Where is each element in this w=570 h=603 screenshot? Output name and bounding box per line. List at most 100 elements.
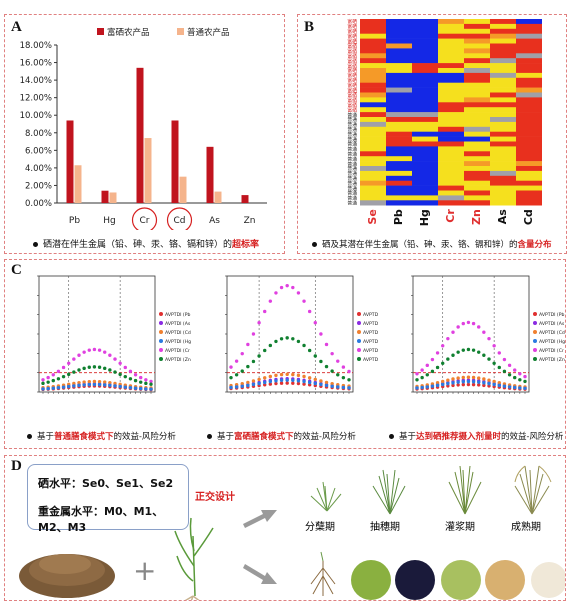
heatmap-cell (412, 200, 438, 206)
bar (179, 176, 187, 203)
data-point (313, 377, 317, 382)
data-point (497, 351, 501, 355)
heatmap-cell (464, 77, 490, 83)
legend-marker (533, 339, 537, 343)
heatmap-cell (516, 161, 542, 167)
legend-label: AVPTD (363, 339, 379, 345)
panel-d-label: D (11, 458, 22, 474)
data-point (291, 337, 295, 341)
data-point (229, 385, 233, 390)
heatmap-cell (386, 190, 412, 196)
data-point (144, 387, 148, 391)
heatmap-cell (516, 112, 542, 118)
heatmap-cell (412, 195, 438, 201)
data-point (92, 365, 97, 369)
data-point (471, 321, 476, 326)
heatmap-cell (360, 107, 386, 113)
heatmap-cell (360, 48, 386, 54)
heatmap-cell (516, 156, 542, 162)
row-label: 富硒 (347, 97, 357, 104)
legend-label: AVPTD (363, 348, 379, 354)
data-point (435, 351, 440, 355)
heatmap-cell (438, 92, 464, 98)
data-point (240, 351, 244, 356)
data-point (456, 383, 460, 387)
heatmap-cell (386, 23, 412, 30)
heatmap-cell (516, 68, 542, 74)
column-label: Cr (444, 209, 457, 223)
legend-label: AVPTD (363, 357, 379, 363)
data-point (302, 343, 306, 348)
root-sample-image (310, 551, 336, 596)
data-point (246, 342, 250, 347)
legend-marker (159, 348, 163, 352)
data-point (139, 386, 143, 391)
bullet-icon (33, 242, 38, 247)
data-point (46, 375, 50, 380)
data-point (451, 377, 455, 381)
data-point (108, 368, 112, 372)
data-point (240, 381, 244, 386)
data-point (92, 382, 97, 387)
heatmap-cell (516, 180, 542, 186)
heatmap-cell (412, 33, 438, 39)
heatmap-cell (412, 43, 438, 49)
heatmap-cell (516, 151, 542, 157)
heatmap-cell (464, 53, 490, 59)
data-point (246, 383, 250, 388)
plot-frame (226, 275, 354, 393)
heatmap-cell (412, 58, 438, 64)
heatmap-cell (516, 195, 542, 201)
heatmap-cell (412, 38, 438, 44)
row-label: 富硒 (347, 67, 357, 74)
heatmap-cell (438, 23, 464, 30)
data-point (425, 363, 429, 368)
data-point (149, 387, 153, 391)
data-point (482, 353, 486, 357)
heatmap-cell (386, 121, 412, 128)
treatment-levels-box: 硒水平：Se0、Se1、Se2 重金属水平：M0、M1、M2、M3 (27, 464, 189, 534)
heatmap-cell (516, 48, 542, 54)
heatmap-cell (490, 77, 516, 83)
heatmap-cell (412, 175, 438, 181)
heatmap-cell (490, 156, 516, 162)
heatmap-cell (464, 131, 490, 137)
row-label: 富硒 (347, 33, 357, 40)
legend-marker (159, 330, 163, 334)
data-point (497, 383, 501, 388)
heatmap-cell (516, 200, 542, 206)
data-point (324, 364, 329, 369)
data-point (97, 365, 102, 369)
data-point (313, 354, 317, 358)
heatmap-cell (438, 170, 464, 177)
row-label: 普通 (347, 126, 357, 133)
data-point (471, 375, 476, 380)
data-point (263, 376, 267, 380)
legend-marker (357, 357, 361, 361)
heatmap-cell (360, 23, 386, 30)
data-point (257, 354, 261, 358)
heatmap-cell (438, 102, 464, 108)
heatmap-cell (490, 82, 516, 88)
heatmap-cell (516, 190, 542, 196)
heatmap-cell (412, 136, 438, 142)
heatmap-cell (360, 38, 386, 44)
row-label: 富硒 (347, 28, 357, 35)
legend-label: AVPTDI (Pb (539, 312, 564, 318)
heatmap-cell (516, 87, 542, 93)
heatmap-cell (490, 48, 516, 54)
panel-a: A 0.00% 2.00% 4.00% 6.00% 8.00% 10.00% 12.00% 1… (4, 14, 285, 254)
heatmap-cell (386, 19, 412, 25)
data-point (82, 383, 86, 387)
column-label: Se (366, 209, 379, 224)
y-tick-label: 18.00% (20, 41, 52, 51)
heatmap-cell (516, 38, 542, 44)
heatmap-cell (516, 170, 542, 177)
row-label: 普通 (347, 141, 357, 148)
column-label: Hg (418, 209, 431, 226)
heatmap-cell (360, 156, 386, 162)
data-point (257, 381, 261, 386)
data-point (51, 373, 55, 377)
data-point (72, 381, 76, 386)
legend-marker (159, 312, 163, 316)
